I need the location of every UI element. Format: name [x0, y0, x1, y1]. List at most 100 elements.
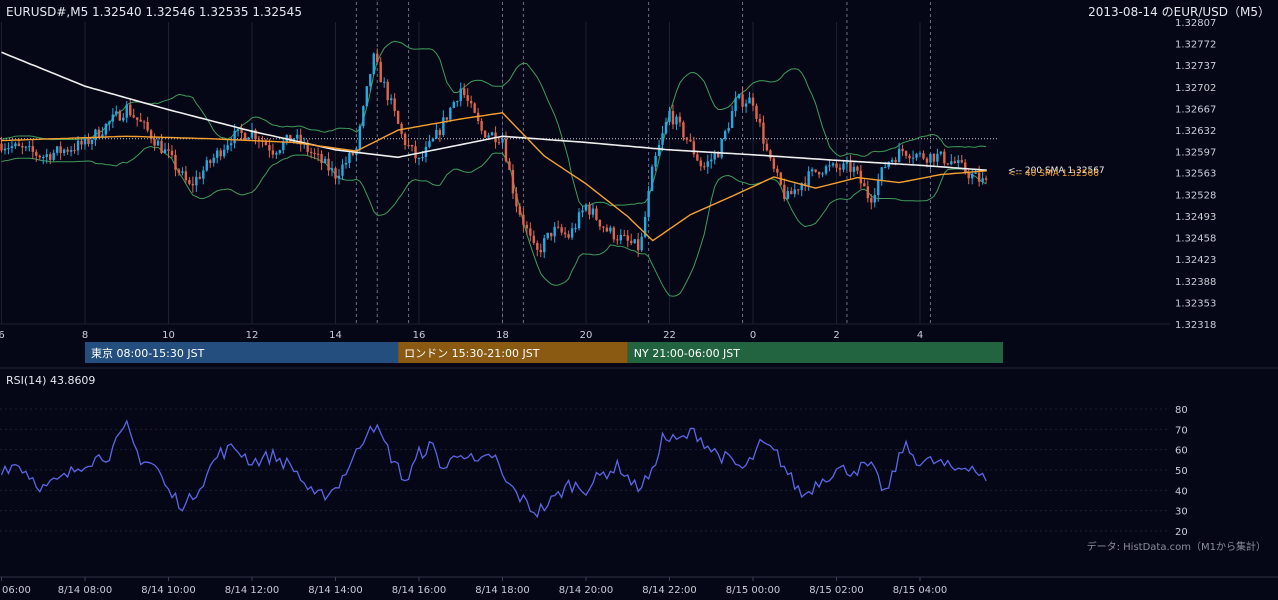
candle-body	[309, 151, 313, 153]
candle-body	[393, 98, 396, 112]
candle-body	[271, 150, 275, 155]
hour-tick-label: 16	[413, 330, 426, 341]
candle-body	[863, 183, 866, 187]
candle-body	[135, 117, 139, 120]
candle-body	[623, 234, 626, 236]
session-block	[85, 342, 399, 363]
candle-body	[831, 163, 835, 166]
sma-40-line	[1, 112, 987, 242]
candle-body	[337, 175, 341, 179]
rsi-tick-label: 30	[1175, 507, 1188, 518]
candle-body	[918, 153, 922, 155]
candle-body	[463, 88, 466, 96]
candle-body	[880, 167, 883, 181]
candle-body	[710, 159, 713, 162]
candle-body	[38, 155, 41, 158]
candle-body	[946, 163, 950, 165]
price-panel: 1.32807 1.32772 1.32737 1.32702 1.32667 1.326…	[0, 2, 1270, 341]
candle-body	[765, 143, 769, 151]
time-tick-label: 8/14 10:00	[141, 585, 195, 596]
candle-body	[556, 226, 560, 228]
candle-body	[414, 146, 417, 159]
candle-body	[525, 224, 529, 229]
candle-body	[678, 116, 682, 123]
candle-body	[859, 170, 863, 184]
candle-body	[758, 118, 762, 123]
candle-body	[313, 152, 316, 154]
candle-body	[142, 121, 146, 123]
candle-body	[111, 114, 115, 122]
candle-body	[897, 148, 901, 163]
candle-body	[957, 160, 960, 164]
candle-body	[42, 156, 45, 158]
candle-body	[501, 138, 504, 143]
candle-body	[539, 249, 542, 253]
candle-body	[696, 154, 699, 161]
candle-body	[626, 235, 629, 241]
candle-body	[17, 143, 21, 146]
rsi-title: RSI(14) 43.8609	[6, 374, 95, 387]
candle-body	[960, 160, 963, 163]
candle-body	[602, 226, 605, 228]
time-tick-label: 8/14 14:00	[308, 585, 362, 596]
symbol-header: EURUSD#,M5 1.32540 1.32546 1.32535 1.325…	[6, 5, 302, 19]
candle-body	[894, 159, 897, 163]
candle-body	[518, 206, 522, 215]
time-tick-label: 8/14 12:00	[225, 585, 279, 596]
candle-body	[417, 158, 421, 160]
price-tick-label: 1.32702	[1175, 83, 1216, 94]
candle-body	[984, 178, 988, 180]
candle-body	[55, 146, 59, 153]
candle-body	[873, 195, 876, 203]
candle-body	[950, 161, 953, 165]
candle-body	[939, 151, 943, 154]
rsi-grid	[0, 408, 1170, 532]
candle-body	[198, 176, 202, 179]
price-tick-label: 1.32772	[1175, 40, 1216, 51]
candle-body	[101, 134, 104, 138]
candle-body	[508, 161, 511, 170]
candle-body	[296, 134, 299, 139]
rsi-tick-label: 60	[1175, 446, 1188, 457]
candle-body	[901, 148, 904, 152]
candle-body	[376, 53, 379, 62]
candle-body	[160, 140, 163, 154]
price-tick-label: 1.32493	[1175, 212, 1216, 223]
candle-body	[445, 117, 449, 120]
candle-body	[341, 164, 344, 176]
candle-body	[974, 172, 977, 174]
candle-body	[7, 148, 10, 150]
candle-body	[591, 208, 595, 215]
candle-body	[741, 94, 744, 107]
candle-body	[588, 204, 591, 215]
candle-body	[689, 139, 692, 142]
candle-body	[616, 239, 619, 241]
candle-body	[786, 190, 789, 199]
bollinger-lower	[1, 145, 987, 297]
price-tick-label: 1.32737	[1175, 61, 1216, 72]
candle-body	[132, 115, 135, 118]
price-tick-label: 1.32563	[1175, 169, 1216, 180]
candle-body	[268, 145, 271, 151]
candle-body	[845, 161, 849, 164]
candle-body	[532, 235, 536, 243]
candle-body	[810, 169, 814, 172]
candle-body	[362, 106, 365, 127]
candle-body	[824, 166, 828, 174]
candle-body	[264, 141, 268, 146]
candle-body	[35, 151, 38, 156]
candle-body	[504, 138, 508, 162]
candle-body	[734, 98, 737, 112]
candle-body	[790, 190, 793, 195]
candle-body	[229, 143, 233, 146]
candle-body	[483, 130, 487, 138]
time-tick-label: 8/15 00:00	[726, 585, 780, 596]
candle-body	[104, 123, 108, 135]
candle-body	[45, 154, 48, 157]
candle-body	[125, 104, 128, 118]
candle-body	[10, 146, 14, 149]
candle-body	[807, 171, 810, 186]
candle-body	[52, 152, 55, 160]
candle-body	[633, 239, 636, 244]
candle-body	[69, 150, 73, 152]
